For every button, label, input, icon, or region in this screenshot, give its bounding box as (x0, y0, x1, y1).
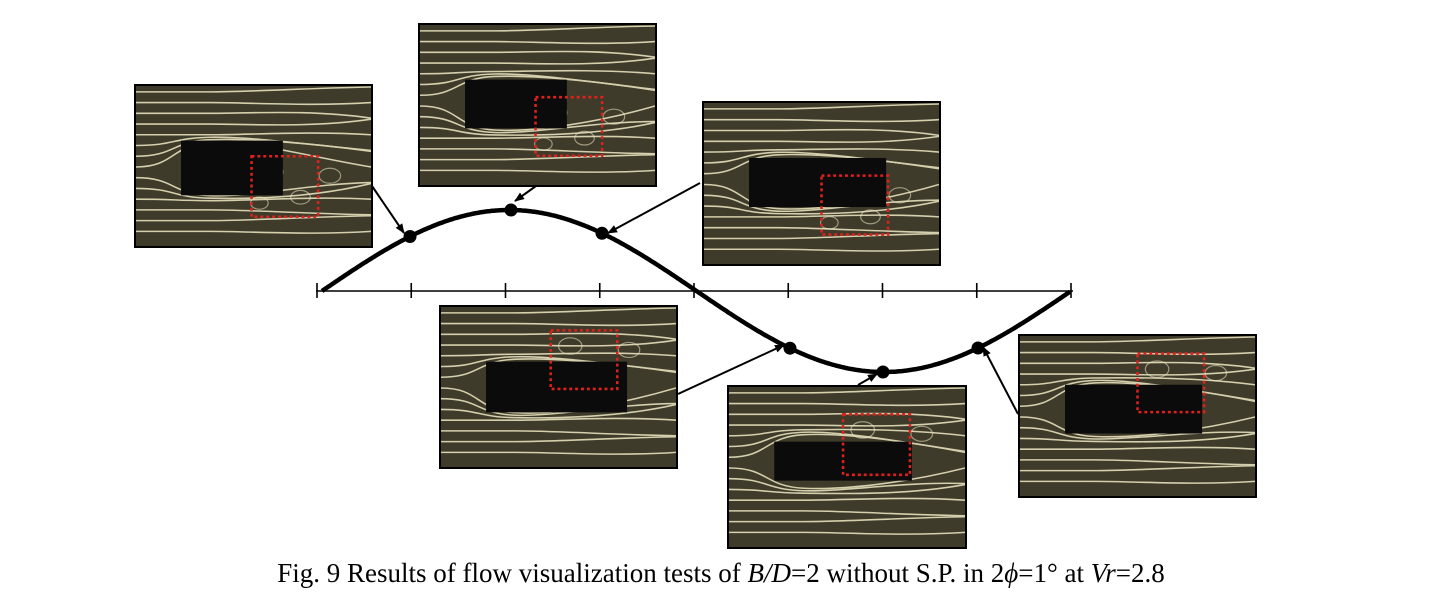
caption-suffix: =2.8 (1115, 558, 1165, 588)
flow-photo-phase-5 (727, 385, 967, 549)
caption-mid-2: =1° at (1018, 558, 1091, 588)
pointer-arrow (857, 373, 878, 386)
roi-box (549, 329, 619, 391)
flow-photo-phase-6 (1018, 334, 1257, 498)
phase-marker (595, 226, 609, 240)
rectangular-cylinder (1065, 384, 1203, 434)
flow-photo-phase-1 (134, 84, 373, 248)
pointer-arrow (514, 185, 537, 202)
pointer-arrow (371, 185, 405, 234)
flow-photo-phase-3 (702, 101, 941, 266)
rectangular-cylinder (465, 79, 567, 129)
flow-visualization-figure (134, 23, 1257, 549)
pointer-arrow (677, 344, 785, 395)
phase-marker (876, 365, 890, 379)
streaklines (420, 25, 655, 173)
pointer-arrow (982, 346, 1019, 415)
caption-mid-1: =2 without S.P. in 2 (790, 558, 1005, 588)
oscillation-diagram (316, 182, 1073, 415)
roi-box (1136, 352, 1206, 414)
displacement-curve (320, 207, 1072, 375)
roi-box (250, 154, 320, 218)
caption-phi: ϕ (1004, 558, 1019, 588)
caption-prefix: Fig. 9 Results of flow visualization tes… (277, 558, 748, 588)
figure-caption: Fig. 9 Results of flow visualization tes… (0, 556, 1442, 590)
pointer-arrows (371, 182, 1019, 415)
phase-markers (403, 203, 985, 379)
phase-marker (403, 230, 417, 243)
phase-marker (504, 203, 518, 217)
roi-box (534, 95, 604, 157)
streaklines (441, 307, 676, 455)
rectangular-cylinder (749, 157, 887, 208)
roi-box (841, 413, 912, 477)
streaklines (136, 86, 371, 234)
phase-marker (783, 341, 797, 355)
caption-var-bd: B/D (747, 558, 791, 588)
caption-var-vr: Vr (1090, 558, 1116, 588)
flow-photo-phase-2 (418, 23, 657, 187)
flow-photo-phase-4 (439, 305, 678, 469)
pointer-arrow (607, 182, 701, 234)
streaklines (729, 387, 965, 535)
rectangular-cylinder (181, 140, 283, 196)
phase-marker (971, 341, 985, 355)
streaklines (1020, 336, 1255, 484)
rectangular-cylinder (486, 361, 628, 413)
